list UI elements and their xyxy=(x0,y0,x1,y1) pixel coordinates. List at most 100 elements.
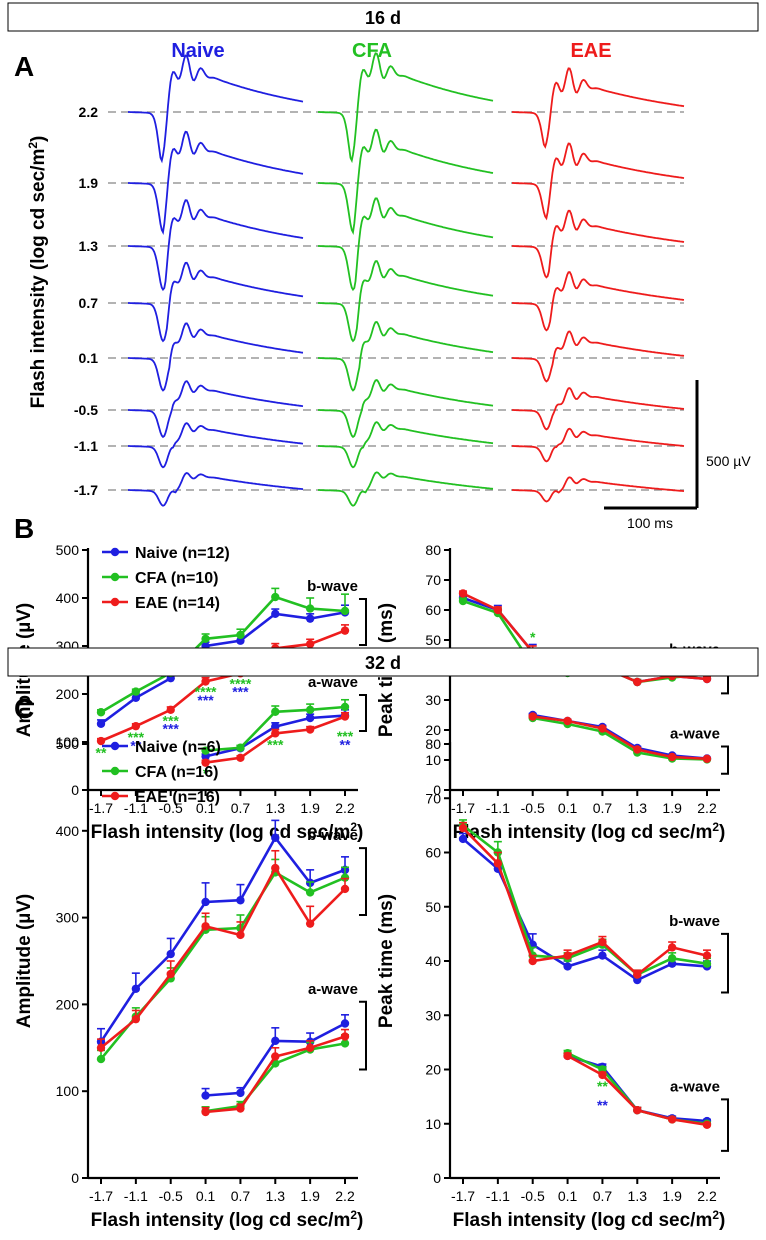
x-tick-label: 2.2 xyxy=(335,800,355,816)
y-tick-label: 400 xyxy=(56,590,80,606)
data-point-naive xyxy=(201,752,210,761)
data-point-eae xyxy=(271,729,280,738)
erg-trace-cfa xyxy=(318,260,494,343)
erg-trace-cfa xyxy=(318,471,494,507)
series-line-eae-a-wave xyxy=(532,715,708,761)
data-point-eae xyxy=(493,605,503,615)
intensity-label: 0.7 xyxy=(79,295,99,311)
intensity-label: 1.3 xyxy=(79,238,99,254)
wave-bracket xyxy=(359,597,367,647)
data-point-naive xyxy=(96,719,106,728)
data-point-eae xyxy=(340,1032,350,1041)
data-point-cfa xyxy=(340,702,350,712)
wave-label: b-wave xyxy=(307,827,358,844)
y-tick-label: 0 xyxy=(71,1170,79,1186)
y-tick-label: 50 xyxy=(425,632,441,648)
legend-swatch-dot xyxy=(110,597,120,607)
x-axis-label: Flash intensity (log cd sec/m2) xyxy=(91,1208,364,1231)
data-point-naive xyxy=(305,614,315,623)
intensity-label: 1.9 xyxy=(79,175,99,191)
data-point-naive xyxy=(458,834,468,844)
data-point-cfa xyxy=(201,634,210,643)
significance-marker: **** xyxy=(230,675,252,691)
data-point-eae xyxy=(633,677,642,687)
significance-marker: *** xyxy=(337,728,354,744)
y-tick-label: 0 xyxy=(433,782,441,798)
y-tick-label: 40 xyxy=(425,953,441,969)
y-tick-label: 50 xyxy=(425,899,441,915)
series-line-eae-b-wave xyxy=(462,827,708,977)
erg-trace-naive xyxy=(128,472,304,507)
data-point-eae xyxy=(305,639,315,649)
x-tick-label: -1.1 xyxy=(486,800,510,816)
data-point-eae xyxy=(633,970,642,979)
data-point-eae xyxy=(236,1104,245,1113)
y-tick-label: 500 xyxy=(56,542,80,558)
intensity-label: 2.2 xyxy=(79,104,99,120)
series-line-eae-b-wave xyxy=(100,865,346,1049)
data-point-naive xyxy=(236,896,245,905)
section-header-16d xyxy=(7,2,759,32)
data-point-eae xyxy=(563,716,572,726)
y-tick-label: 80 xyxy=(425,736,441,752)
data-point-eae xyxy=(271,1052,280,1061)
significance-marker: * xyxy=(203,765,209,781)
x-tick-label: 0.7 xyxy=(231,800,251,816)
data-point-eae xyxy=(563,1051,572,1061)
series-line-eae-b-wave xyxy=(100,629,346,743)
data-point-eae xyxy=(667,1115,677,1124)
significance-marker: ** xyxy=(340,736,351,752)
wave-label: b-wave xyxy=(669,913,720,930)
significance-marker: ** xyxy=(130,737,141,753)
wave-label: a-wave xyxy=(308,981,358,998)
erg-trace-eae xyxy=(512,476,685,503)
y-tick-label: 200 xyxy=(56,686,80,702)
legend-label: Naive (n=12) xyxy=(135,545,230,562)
panel-a-label: A xyxy=(14,51,34,82)
x-tick-label: 0.1 xyxy=(196,1188,216,1204)
significance-marker: ** xyxy=(597,1097,608,1113)
erg-trace-naive xyxy=(128,322,304,392)
data-point-eae xyxy=(96,1043,106,1053)
data-point-eae xyxy=(96,736,106,746)
x-tick-label: 1.3 xyxy=(266,800,286,816)
data-point-cfa xyxy=(702,959,712,968)
significance-marker: *** xyxy=(163,721,180,737)
data-point-eae xyxy=(271,863,280,873)
data-point-eae xyxy=(702,1120,712,1130)
erg-trace-eae xyxy=(512,387,685,431)
data-point-cfa xyxy=(131,687,141,696)
data-point-eae xyxy=(493,859,503,868)
data-point-eae xyxy=(236,753,245,763)
data-point-eae xyxy=(201,677,210,686)
data-point-eae xyxy=(201,922,210,931)
erg-trace-eae xyxy=(512,427,685,463)
data-point-cfa xyxy=(340,873,350,882)
data-point-eae xyxy=(563,951,572,960)
data-point-eae xyxy=(340,884,350,894)
significance-marker: ** xyxy=(96,745,107,761)
legend-swatch-dot xyxy=(110,547,120,557)
data-point-eae xyxy=(340,626,350,635)
y-tick-label: 80 xyxy=(425,542,441,558)
wave-bracket xyxy=(721,932,729,994)
y-tick-label: 60 xyxy=(425,845,441,861)
data-point-eae xyxy=(667,752,677,762)
chart-c-amplitude: 0 100 200 300 400 500 -1.7 -1.1 -0.5 0.1 0.7 1.3 1.9… xyxy=(14,736,367,1231)
erg-trace-naive xyxy=(128,130,304,236)
data-point-eae xyxy=(702,951,712,960)
intensity-label: 0.1 xyxy=(79,350,99,366)
y-tick-label: 20 xyxy=(425,1062,441,1078)
erg-trace-eae xyxy=(512,142,685,221)
intensity-label: -0.5 xyxy=(74,402,98,418)
section-header-32d xyxy=(7,647,759,677)
legend-swatch-dot xyxy=(110,766,120,776)
wave-label: a-wave xyxy=(670,1078,720,1095)
significance-marker: ** xyxy=(597,1078,608,1094)
data-point-naive xyxy=(271,1036,280,1046)
y-tick-label: 60 xyxy=(425,602,441,618)
data-point-eae xyxy=(201,758,210,767)
data-point-eae xyxy=(131,1014,141,1024)
erg-trace-cfa xyxy=(318,197,494,292)
